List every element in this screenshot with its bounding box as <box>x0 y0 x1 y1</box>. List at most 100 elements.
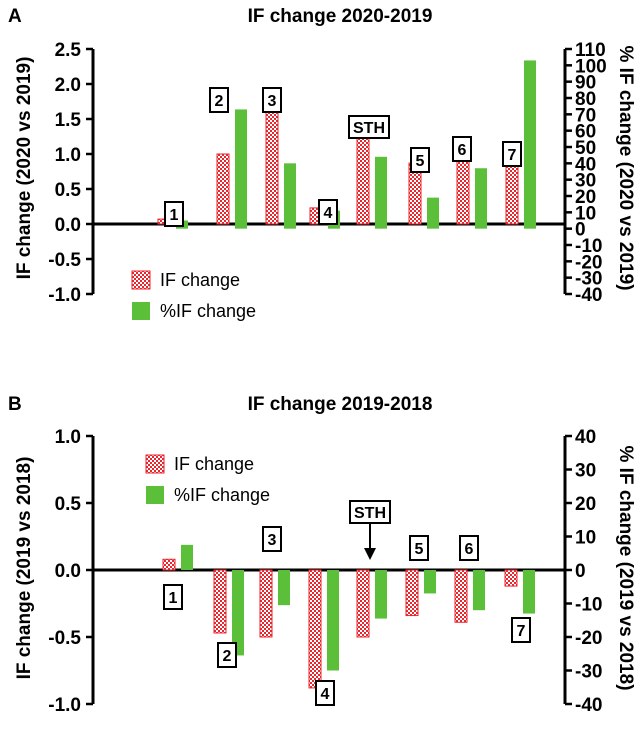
panel-b-bar-pct-if-change <box>523 570 535 614</box>
panel-a-category-label: STH <box>348 115 390 139</box>
panel-b-y-tick-label-right: 20 <box>575 494 596 515</box>
panel-a-bar-pct-if-change <box>284 163 296 229</box>
panel-a-y-tick-label-right: -20 <box>575 252 602 273</box>
panel-b-bar-if-change <box>454 569 468 623</box>
panel-b-y-tick-label-left: 1.0 <box>55 427 81 448</box>
panel-a-category-text: 6 <box>458 142 467 159</box>
panel-b-category-text: 5 <box>415 541 424 558</box>
panel-a-legend: IF change %IF change <box>131 270 256 321</box>
panel-b-bar-if-change <box>259 569 273 638</box>
panel-b-category-label: 3 <box>262 526 282 552</box>
panel-b-letter: B <box>8 394 22 415</box>
panel-a-category-box <box>164 201 184 227</box>
panel-a-category-text: 1 <box>170 207 179 224</box>
panel-a-y-tick-label-right: 90 <box>575 73 596 94</box>
panel-a-category-text: 3 <box>268 93 277 110</box>
panel-a-legend-pct-label: %IF change <box>160 301 256 321</box>
panel-a-bar-pct-if-change <box>475 168 487 229</box>
panel-b-y-axis-right-title: % IF change (2019 vs 2018) <box>615 445 636 690</box>
panel-b-bar-pct-if-change <box>278 570 290 606</box>
panel-a-bar-pct-if-change <box>427 197 439 229</box>
panel-b-category-label: 7 <box>511 617 531 643</box>
panel-a-category-box <box>209 87 229 113</box>
panel-a-category-label: 1 <box>164 201 184 227</box>
panel-a-y-tick-label-right: -10 <box>575 236 602 257</box>
panel-a-category-text: STH <box>353 120 385 137</box>
panel-b-category-label: STH <box>349 500 391 524</box>
panel-a-category-box <box>262 87 282 113</box>
panel-a-bar-pct-if-change <box>375 156 387 229</box>
panel-a-y-tick-label-right: 50 <box>575 138 596 159</box>
panel-a-bar-if-change <box>356 133 370 225</box>
panel-a-category-label: 6 <box>452 136 472 162</box>
panel-b-y-axis-right: 40 30 20 10 0 -10 -20 -30 -40 <box>563 427 602 716</box>
panel-b-bar-if-change <box>504 569 518 587</box>
panel-a-y-tick-label-left: 1.0 <box>55 145 81 166</box>
panel-b-bar-if-change <box>308 569 322 689</box>
panel-b-legend-if-swatch <box>145 454 165 474</box>
panel-a-bar-pct-if-change <box>524 60 536 229</box>
panel-a-y-tick-label-right: 30 <box>575 171 596 192</box>
panel-b-y-tick-label-right: -10 <box>575 595 602 616</box>
panel-b-y-tick-label-right: 30 <box>575 461 596 482</box>
panel-a-category-label: 7 <box>502 141 522 167</box>
panel-b-category-text: 2 <box>223 648 232 665</box>
panel-a-category-box <box>452 136 472 162</box>
panel-a-bar-pct-if-change <box>235 109 247 229</box>
panel-b-category-text: 4 <box>321 686 330 703</box>
panel-b-category-text: 3 <box>268 532 277 549</box>
panel-b-category-box <box>262 526 282 552</box>
panel-b-category-box <box>349 500 391 524</box>
panel-a-category-label: 5 <box>410 147 430 173</box>
panel-b-legend-if-label: IF change <box>174 454 254 474</box>
panel-b-legend-pct-label: %IF change <box>174 485 270 505</box>
panel-a-bars <box>93 60 565 229</box>
panel-b: B IF change 2019-2018 IF change (2019 vs… <box>8 394 636 716</box>
panel-b-category-text: STH <box>354 505 386 522</box>
panel-a-bar-if-change <box>265 108 279 225</box>
panel-a-y-tick-label-left: 2.0 <box>55 75 81 96</box>
panel-b-bar-if-change <box>213 569 227 634</box>
panel-a-y-tick-label-left: -1.0 <box>48 285 81 306</box>
panel-a-y-tick-label-left: 0.5 <box>55 180 82 201</box>
panel-a-y-tick-label-right: 10 <box>575 203 596 224</box>
panel-b-legend: IF change %IF change <box>145 454 270 505</box>
panel-a-legend-if-label: IF change <box>160 270 240 290</box>
panel-b-category-box <box>459 535 479 561</box>
panel-a-legend-pct-swatch <box>132 302 150 320</box>
panel-a-category-box <box>410 147 430 173</box>
panel-a-legend-if-swatch <box>131 270 151 290</box>
panel-b-category-box <box>217 642 237 668</box>
panel-a-y-tick-label-left: 0.0 <box>55 215 81 236</box>
panel-b-bar-if-change <box>162 558 176 571</box>
panel-b-category-text: 1 <box>169 590 178 607</box>
panel-b-y-tick-label-right: 0 <box>575 561 586 582</box>
panel-a-category-text: 4 <box>324 205 333 222</box>
panel-a: A IF change 2020-2019 IF change (2020 vs… <box>8 6 636 321</box>
panel-a-y-tick-label-right: 100 <box>575 56 607 77</box>
panel-b-bar-if-change <box>356 569 370 638</box>
panel-b-category-label: 6 <box>459 535 479 561</box>
panel-a-y-tick-label-right: 70 <box>575 105 596 126</box>
sth-arrow-head <box>364 548 376 560</box>
panel-a-y-tick-label-right: 40 <box>575 154 596 175</box>
panel-b-y-tick-label-right: 10 <box>575 528 596 549</box>
panel-b-y-tick-label-right: -20 <box>575 628 602 649</box>
panel-b-bar-pct-if-change <box>375 570 387 619</box>
panel-a-y-tick-label-right: 20 <box>575 187 596 208</box>
panel-a-category-text: 2 <box>215 93 224 110</box>
panel-a-y-tick-label-right: 60 <box>575 122 596 143</box>
panel-b-category-box <box>409 535 429 561</box>
panel-b-y-tick-label-right: 40 <box>575 427 596 448</box>
panel-b-category-label: 2 <box>217 642 237 668</box>
panel-a-y-tick-label-right: -30 <box>575 269 602 290</box>
panel-a-y-tick-label-left: 2.5 <box>55 40 82 61</box>
panel-b-bars <box>93 544 565 689</box>
panel-a-category-box <box>502 141 522 167</box>
panel-b-bar-pct-if-change <box>424 570 436 594</box>
panel-b-y-tick-label-right: -40 <box>575 695 602 716</box>
panel-b-category-label: 1 <box>163 584 183 610</box>
panel-b-title: IF change 2019-2018 <box>248 394 433 415</box>
panel-b-category-box <box>163 584 183 610</box>
